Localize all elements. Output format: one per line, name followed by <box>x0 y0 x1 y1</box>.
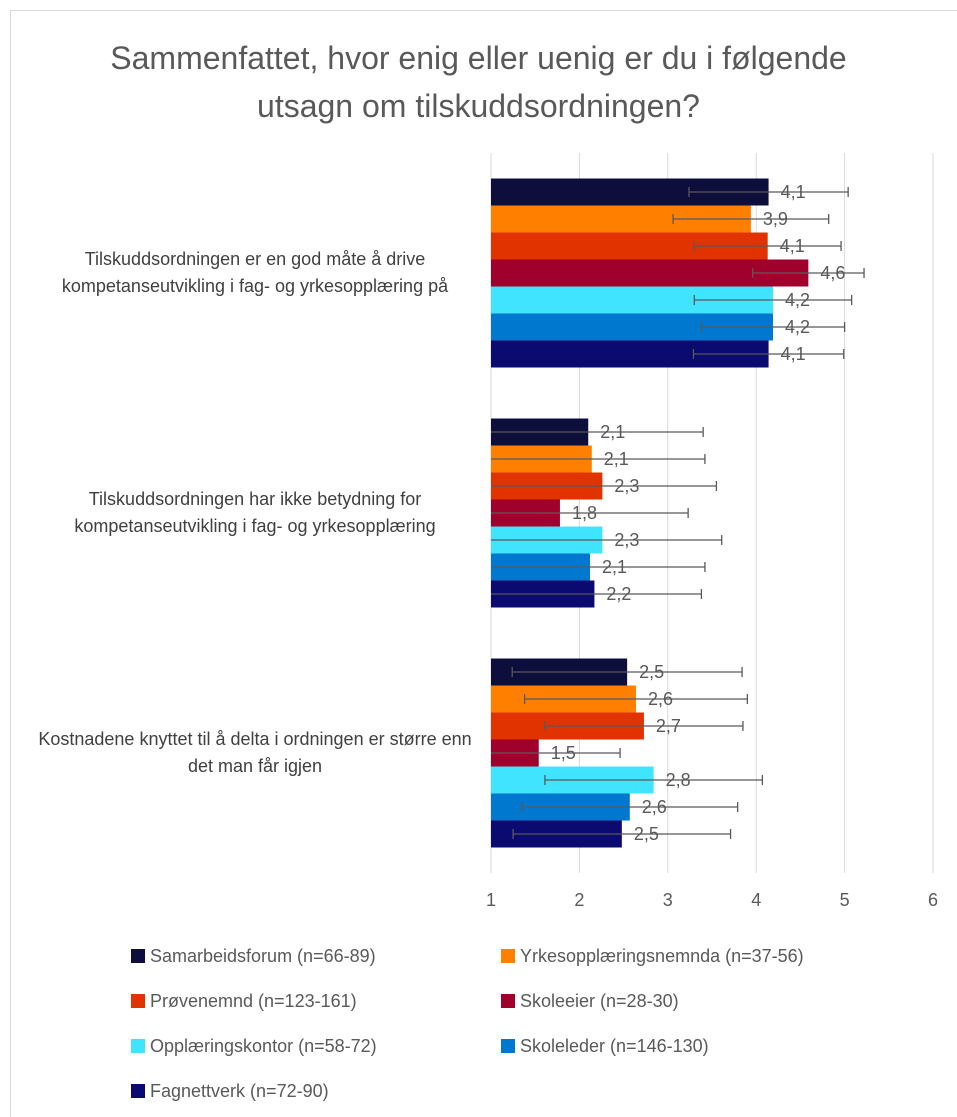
x-tick-label: 6 <box>928 890 938 910</box>
legend-label: Prøvenemnd (n=123-161) <box>150 991 357 1011</box>
x-tick-label: 1 <box>486 890 496 910</box>
legend-label: Yrkesopplæringsnemnda (n=37-56) <box>520 946 804 966</box>
frame <box>10 10 957 1117</box>
value-label: 1,5 <box>551 743 576 763</box>
value-label: 2,2 <box>606 584 631 604</box>
legend-swatch <box>501 949 515 963</box>
value-label: 2,5 <box>634 824 659 844</box>
value-label: 2,7 <box>656 716 681 736</box>
x-tick-label: 2 <box>574 890 584 910</box>
value-label: 2,1 <box>602 557 627 577</box>
chart-title: Sammenfattet, hvor enig eller uenig er d… <box>110 40 847 124</box>
value-label: 4,1 <box>780 236 805 256</box>
value-label: 1,8 <box>572 503 597 523</box>
legend-swatch <box>131 1084 145 1098</box>
x-tick-label: 3 <box>663 890 673 910</box>
value-label: 4,1 <box>781 344 806 364</box>
legend-label: Fagnettverk (n=72-90) <box>150 1081 329 1101</box>
x-tick-label: 4 <box>751 890 761 910</box>
plot-area <box>491 178 865 848</box>
x-tick-label: 5 <box>840 890 850 910</box>
category-label: Tilskuddsordningen har ikke betydning fo… <box>74 489 436 536</box>
value-label: 2,5 <box>639 662 664 682</box>
legend-swatch <box>501 1039 515 1053</box>
value-label: 2,3 <box>614 530 639 550</box>
legend-swatch <box>131 1039 145 1053</box>
value-label: 4,1 <box>781 182 806 202</box>
value-label: 2,6 <box>642 797 667 817</box>
legend-label: Skoleeier (n=28-30) <box>520 991 679 1011</box>
legend-swatch <box>501 994 515 1008</box>
value-label: 4,2 <box>785 290 810 310</box>
legend-label: Skoleleder (n=146-130) <box>520 1036 709 1056</box>
category-label: Kostnadene knyttet til å delta i ordning… <box>38 729 472 776</box>
value-label: 2,1 <box>600 422 625 442</box>
legend-swatch <box>131 949 145 963</box>
legend-label: Samarbeidsforum (n=66-89) <box>150 946 376 966</box>
legend-label: Opplæringskontor (n=58-72) <box>150 1036 377 1056</box>
value-label: 2,1 <box>604 449 629 469</box>
value-label: 2,3 <box>614 476 639 496</box>
value-label: 2,8 <box>666 770 691 790</box>
legend-swatch <box>131 994 145 1008</box>
value-label: 2,6 <box>648 689 673 709</box>
category-label: Tilskuddsordningen er en god måte å driv… <box>61 249 449 296</box>
value-label: 4,2 <box>785 317 810 337</box>
value-label: 3,9 <box>763 209 788 229</box>
value-label: 4,6 <box>820 263 845 283</box>
